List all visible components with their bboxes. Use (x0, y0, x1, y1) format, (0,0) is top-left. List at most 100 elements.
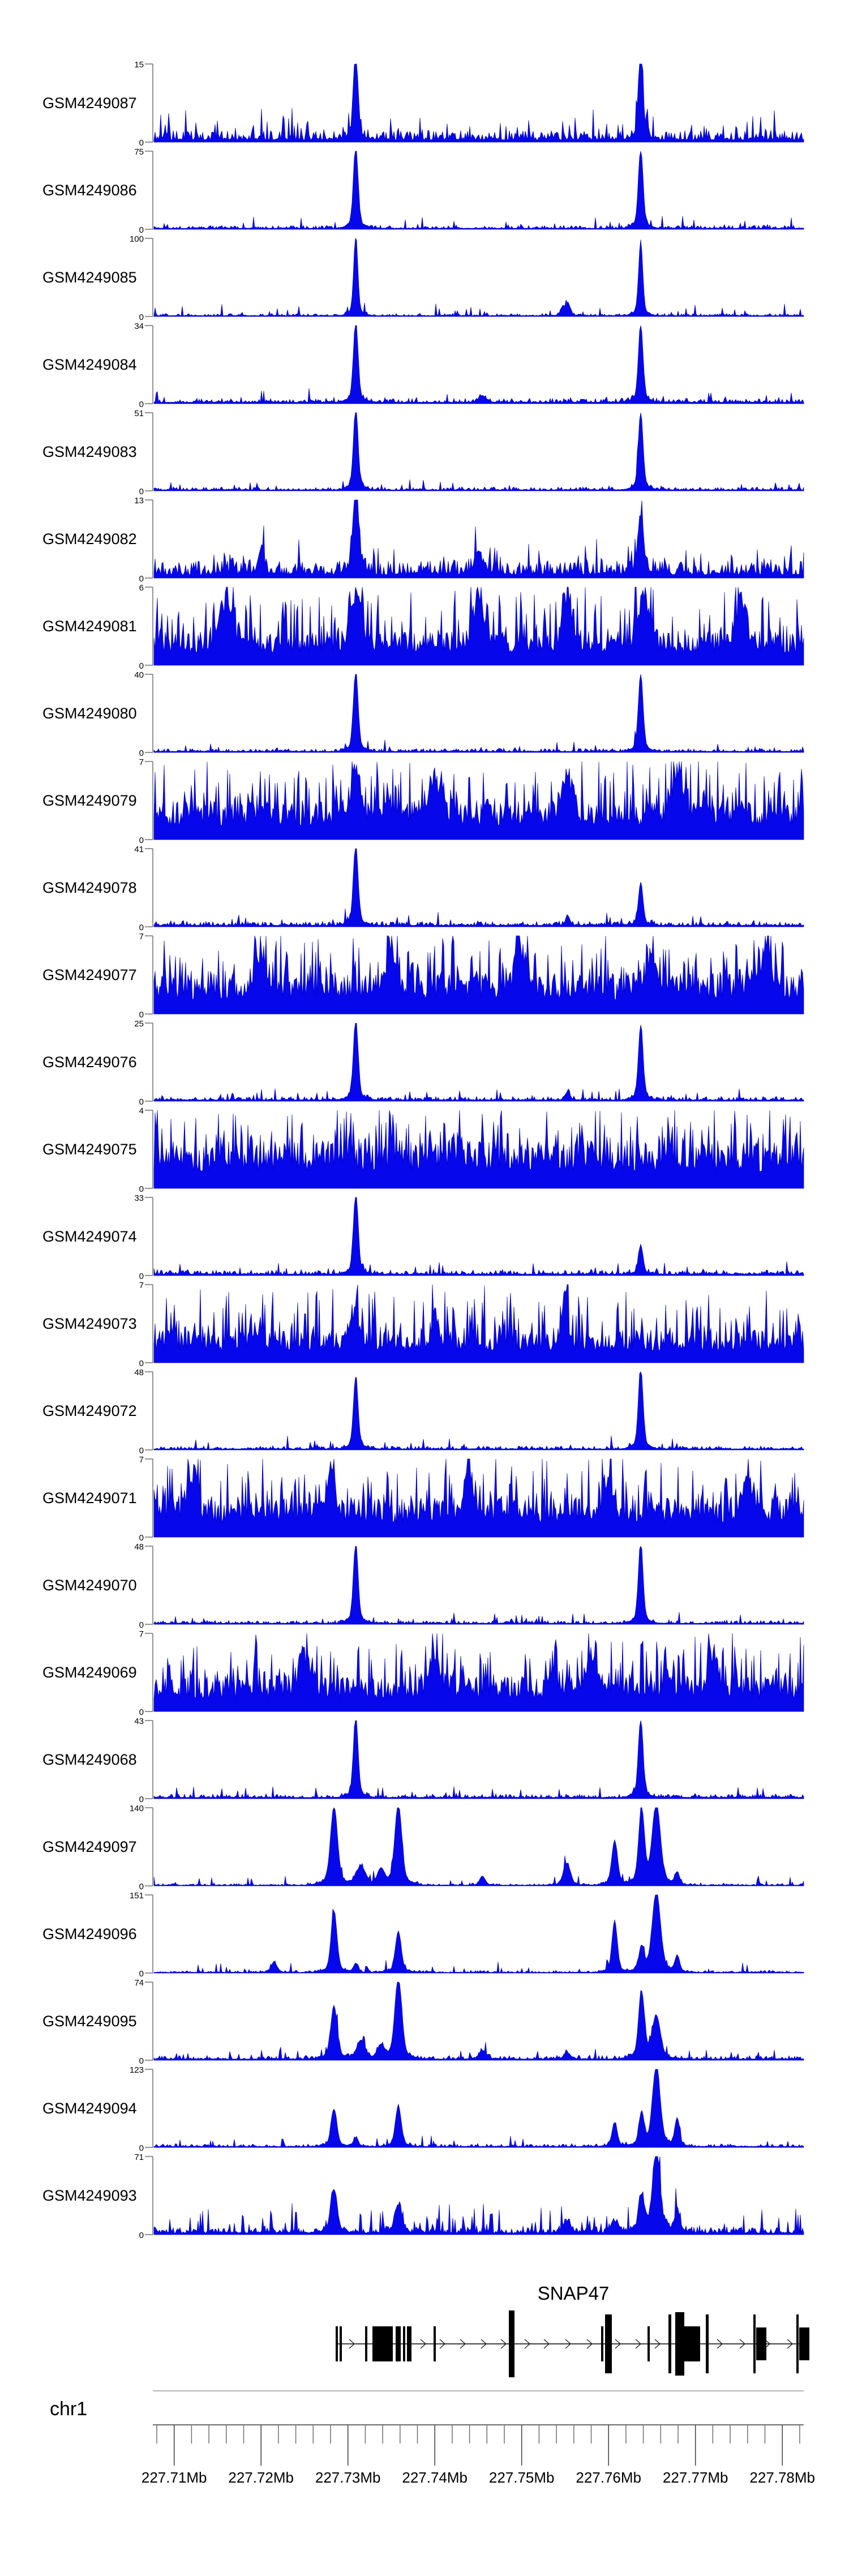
track-ymax-label: 40 (134, 670, 144, 680)
signal-track-row: GSM4249069 7 0 (42, 1629, 804, 1717)
gene-exon-block (365, 2326, 367, 2361)
strand-direction-chevron-icon (460, 2339, 466, 2349)
track-ymin-label: 0 (139, 138, 144, 148)
track-ymin-label: 0 (139, 2143, 144, 2153)
signal-area (153, 1720, 804, 1799)
signal-area (153, 2069, 804, 2148)
signal-area (153, 935, 804, 1015)
track-sample-label: GSM4249074 (42, 1228, 137, 1245)
track-ymin-label: 0 (139, 1620, 144, 1630)
strand-direction-chevron-icon (739, 2339, 746, 2349)
signal-area (153, 1633, 804, 1712)
track-ymax-label: 15 (134, 60, 144, 70)
signal-area (153, 1110, 804, 1189)
track-ymax-label: 7 (139, 1629, 144, 1639)
track-sample-label: GSM4249068 (42, 1751, 137, 1768)
signal-area (153, 412, 804, 491)
gene-exon-block (407, 2326, 411, 2361)
ruler-tick-label: 227.73Mb (315, 2469, 381, 2486)
track-ymin-label: 0 (139, 1359, 144, 1368)
track-ymin-label: 0 (139, 1097, 144, 1107)
signal-area (153, 587, 804, 666)
signal-track-row: GSM4249097 140 0 (42, 1804, 804, 1892)
track-ymax-label: 151 (130, 1891, 144, 1901)
signal-area (153, 1371, 804, 1450)
track-ymax-label: 43 (134, 1717, 144, 1726)
gene-exon-block (340, 2326, 342, 2361)
track-ymin-label: 0 (139, 574, 144, 584)
track-sample-label: GSM4249085 (42, 269, 137, 286)
signal-track-row: GSM4249086 75 0 (42, 147, 804, 235)
track-ymin-label: 0 (139, 836, 144, 845)
track-ymax-label: 7 (139, 758, 144, 767)
strand-direction-chevron-icon (349, 2339, 355, 2349)
gene-exon-block (336, 2326, 338, 2361)
track-ymin-label: 0 (139, 1533, 144, 1543)
gene-exon-block (509, 2310, 514, 2377)
signal-track-row: GSM4249083 51 0 (42, 409, 804, 497)
gene-exon-block (753, 2314, 756, 2373)
signal-track-row: GSM4249082 13 0 (42, 496, 804, 584)
track-ymax-label: 123 (130, 2065, 144, 2075)
signal-track-row: GSM4249070 48 0 (42, 1542, 804, 1630)
strand-direction-chevron-icon (717, 2339, 723, 2349)
signal-area (153, 1022, 804, 1102)
strand-direction-chevron-icon (420, 2339, 427, 2349)
signal-area (153, 499, 804, 579)
gene-exon-block (372, 2326, 393, 2361)
track-ymax-label: 75 (134, 147, 144, 157)
ruler-tick-label: 227.77Mb (663, 2469, 728, 2486)
track-ymax-label: 25 (134, 1019, 144, 1029)
track-ymin-label: 0 (139, 2231, 144, 2240)
signal-track-row: GSM4249084 34 0 (42, 322, 804, 409)
track-ymin-label: 0 (139, 1010, 144, 1020)
track-ymax-label: 7 (139, 932, 144, 942)
signal-track-row: GSM4249072 48 0 (42, 1368, 804, 1456)
ruler-tick-label: 227.71Mb (142, 2469, 207, 2486)
track-ymin-label: 0 (139, 487, 144, 497)
ruler-tick-label: 227.75Mb (489, 2469, 555, 2486)
track-ymin-label: 0 (139, 225, 144, 235)
track-sample-label: GSM4249096 (42, 1925, 137, 1942)
track-sample-label: GSM4249075 (42, 1141, 137, 1158)
strand-direction-chevron-icon (635, 2339, 642, 2349)
gene-exon-block (796, 2314, 799, 2373)
track-sample-label: GSM4249077 (42, 966, 137, 983)
gene-exon-block (396, 2326, 401, 2361)
track-ymax-label: 71 (134, 2153, 144, 2162)
signal-area (153, 1807, 804, 1886)
gene-exon-block (684, 2326, 700, 2361)
ruler-tick-label: 227.74Mb (402, 2469, 468, 2486)
track-ymax-label: 34 (134, 322, 144, 331)
track-sample-label: GSM4249080 (42, 705, 137, 722)
signal-area (153, 1982, 804, 2061)
track-sample-label: GSM4249069 (42, 1664, 137, 1681)
ruler-tick-label: 227.76Mb (576, 2469, 641, 2486)
gene-exon-block (605, 2314, 612, 2373)
signal-area (153, 2156, 804, 2235)
track-sample-label: GSM4249072 (42, 1402, 137, 1419)
track-ymax-label: 48 (134, 1368, 144, 1377)
track-ymin-label: 0 (139, 1184, 144, 1194)
signal-track-row: GSM4249073 7 0 (42, 1281, 804, 1368)
strand-direction-chevron-icon (654, 2339, 661, 2349)
track-sample-label: GSM4249081 (42, 618, 137, 635)
strand-direction-chevron-icon (787, 2339, 794, 2349)
strand-direction-chevron-icon (615, 2339, 621, 2349)
gene-exon-block (706, 2314, 709, 2373)
track-ymax-label: 7 (139, 1455, 144, 1465)
track-ymax-label: 41 (134, 845, 144, 854)
gene-exon-block (675, 2312, 684, 2376)
signal-area (153, 848, 804, 927)
track-ymax-label: 13 (134, 496, 144, 506)
signal-area (153, 1546, 804, 1625)
track-sample-label: GSM4249083 (42, 443, 137, 460)
signal-track-row: GSM4249095 74 0 (42, 1978, 804, 2066)
signal-track-row: GSM4249076 25 0 (42, 1019, 804, 1107)
track-ymax-label: 33 (134, 1193, 144, 1203)
signal-track-row: GSM4249075 4 0 (42, 1106, 804, 1194)
track-ymax-label: 74 (134, 1978, 144, 1988)
track-ymax-label: 6 (139, 583, 144, 593)
